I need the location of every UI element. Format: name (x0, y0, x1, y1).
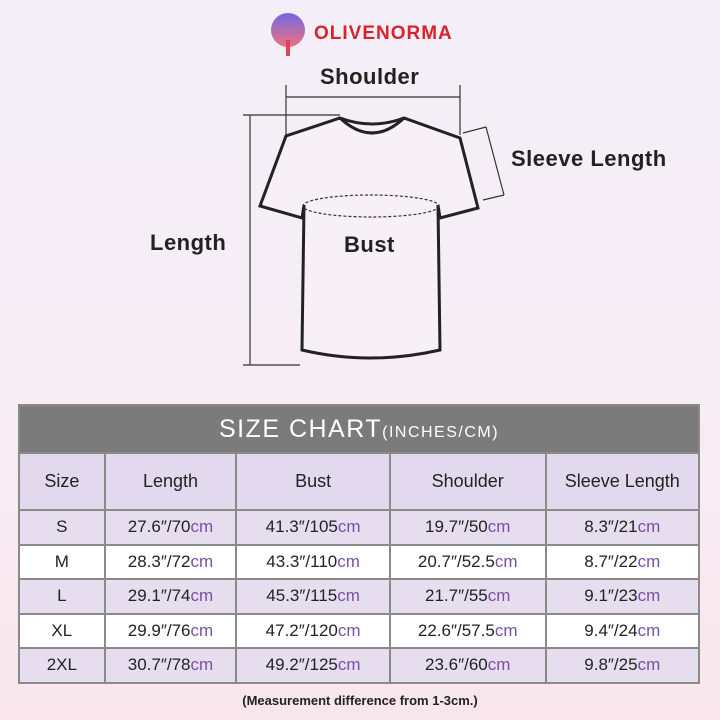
measurement-cell: 27.6″/70cm (103, 509, 238, 546)
measurement-cell: 23.6″/60cm (388, 647, 547, 684)
size-cell: M (18, 543, 106, 580)
measurement-cell: 47.2″/120cm (235, 612, 391, 649)
table-row: 2XL 30.7″/78cm 49.2″/125cm 23.6″/60cm 9.8″/2… (18, 647, 700, 684)
measurement-cell: 9.8″/25cm (544, 647, 700, 684)
bust-label: Bust (344, 232, 395, 257)
measurement-cell: 45.3″/115cm (235, 578, 391, 615)
size-chart-table: SIZE CHART(INCHES/CM) Size Length Bust Shou… (18, 404, 700, 684)
measurement-cell: 21.7″/55cm (388, 578, 547, 615)
table-row: XL 29.9″/76cm 47.2″/120cm 22.6″/57.5cm 9.4″/… (18, 612, 700, 649)
column-header: Size (18, 452, 106, 511)
size-cell: XL (18, 612, 106, 649)
measurement-cell: 9.4″/24cm (544, 612, 700, 649)
measurement-note: (Measurement difference from 1-3cm.) (242, 693, 478, 708)
measurement-cell: 28.3″/72cm (103, 543, 238, 580)
measurement-cell: 41.3″/105cm (235, 509, 391, 546)
measurement-cell: 29.9″/76cm (103, 612, 238, 649)
measurement-cell: 22.6″/57.5cm (388, 612, 547, 649)
size-cell: L (18, 578, 106, 615)
table-row: M 28.3″/72cm 43.3″/110cm 20.7″/52.5cm 8.7″/2… (18, 543, 700, 580)
measurement-cell: 30.7″/78cm (103, 647, 238, 684)
tree-icon (271, 13, 305, 56)
tshirt-outline (258, 116, 480, 360)
size-cell: 2XL (18, 647, 106, 684)
measurement-cell: 43.3″/110cm (235, 543, 391, 580)
measurement-cell: 8.7″/22cm (544, 543, 700, 580)
measurement-cell: 49.2″/125cm (235, 647, 391, 684)
brand-logo: OLIVENORMA (268, 10, 453, 58)
column-header: Length (103, 452, 238, 511)
measurement-cell: 20.7″/52.5cm (388, 543, 547, 580)
table-row: L 29.1″/74cm 45.3″/115cm 21.7″/55cm 9.1″/23c… (18, 578, 700, 615)
size-chart-title: SIZE CHART(INCHES/CM) (18, 404, 700, 454)
column-header: Bust (235, 452, 391, 511)
size-cell: S (18, 509, 106, 546)
shoulder-label: Shoulder (320, 64, 420, 89)
table-row: S 27.6″/70cm 41.3″/105cm 19.7″/50cm 8.3″/21c… (18, 509, 700, 546)
measurement-cell: 9.1″/23cm (544, 578, 700, 615)
column-header: Sleeve Length (544, 452, 700, 511)
brand-name: OLIVENORMA (314, 23, 453, 44)
length-label: Length (150, 230, 227, 255)
sleeve-length-label: Sleeve Length (511, 146, 667, 171)
tshirt-diagram (243, 85, 505, 366)
measurement-cell: 8.3″/21cm (544, 509, 700, 546)
measurement-cell: 29.1″/74cm (103, 578, 238, 615)
column-header: Shoulder (388, 452, 547, 511)
measurement-cell: 19.7″/50cm (388, 509, 547, 546)
